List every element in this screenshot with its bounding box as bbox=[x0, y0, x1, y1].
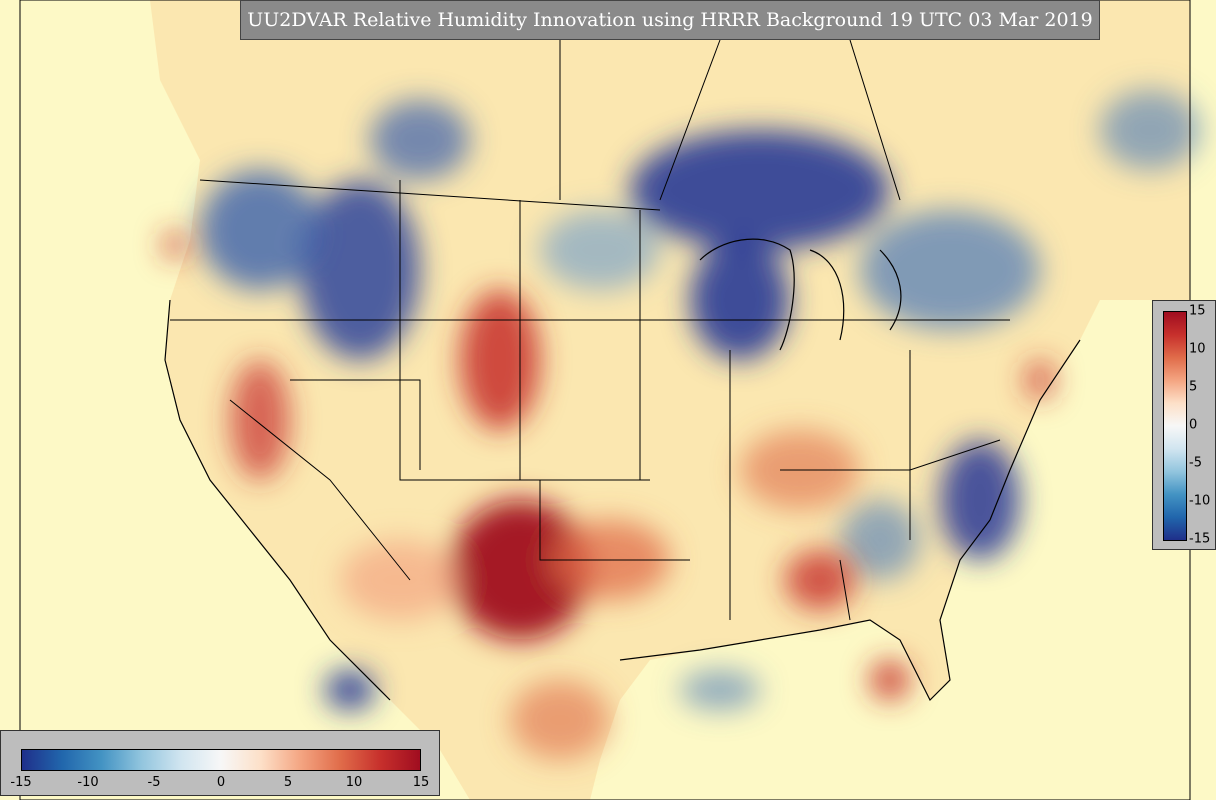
cbar-v-tick: -10 bbox=[1189, 493, 1211, 509]
cbar-h-tick: 5 bbox=[283, 775, 293, 790]
cbar-h-tick: -5 bbox=[147, 775, 161, 790]
cbar-v-tick: 10 bbox=[1189, 341, 1206, 357]
cbar-h-tick: 10 bbox=[345, 775, 363, 790]
blue-anomaly-regions bbox=[200, 90, 1200, 710]
colorbar-horizontal: -15 -10 -5 0 5 10 15 bbox=[0, 730, 440, 796]
cbar-h-tick: 0 bbox=[216, 775, 226, 790]
cbar-h-tick: -15 bbox=[10, 775, 32, 790]
map-title: UU2DVAR Relative Humidity Innovation usi… bbox=[240, 0, 1100, 40]
cbar-v-tick: 15 bbox=[1189, 303, 1206, 319]
red-anomaly-regions bbox=[163, 231, 1055, 760]
cbar-h-tick: -10 bbox=[77, 775, 99, 790]
cbar-v-tick: -15 bbox=[1189, 531, 1211, 547]
coastlines bbox=[164, 238, 1081, 702]
colorbar-vertical: 15 10 5 0 -5 -10 -15 bbox=[1152, 300, 1216, 550]
cbar-v-tick: -5 bbox=[1189, 455, 1202, 471]
cbar-v-tick: 0 bbox=[1189, 417, 1198, 433]
cbar-h-tick: 15 bbox=[412, 775, 430, 790]
colorbar-horizontal-gradient bbox=[21, 749, 421, 771]
boundary-lines bbox=[170, 0, 1010, 621]
colorbar-vertical-gradient bbox=[1163, 311, 1187, 541]
cbar-v-tick: 5 bbox=[1189, 379, 1198, 395]
